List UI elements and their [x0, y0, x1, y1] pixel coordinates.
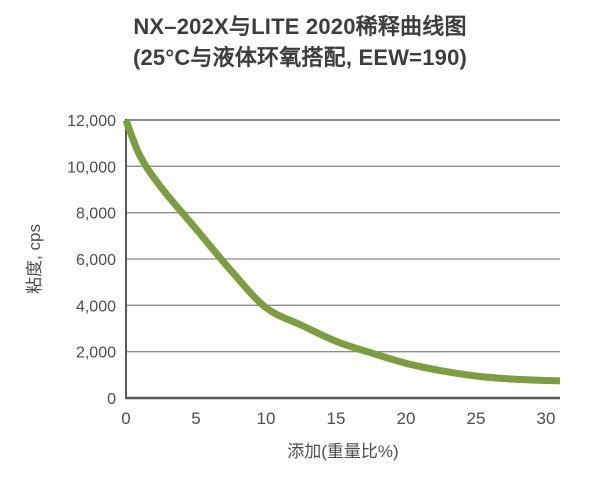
- y-axis-title: 粘度, cps: [25, 224, 44, 294]
- x-tick-label-10: 10: [257, 409, 276, 428]
- y-tick-label-4000: 4,000: [76, 298, 116, 315]
- x-tick-label-5: 5: [191, 409, 200, 428]
- x-tick-label-0: 0: [121, 409, 130, 428]
- x-tick-label-15: 15: [327, 409, 346, 428]
- chart-title-line1: NX–202X与LITE 2020稀释曲线图: [133, 14, 467, 39]
- y-tick-label-12000: 12,000: [67, 113, 116, 130]
- y-tick-label-2000: 2,000: [76, 345, 116, 362]
- x-tick-label-25: 25: [467, 409, 486, 428]
- y-tick-label-10000: 10,000: [67, 159, 116, 176]
- chart-title-line2: (25°C与液体环氧搭配, EEW=190): [132, 44, 468, 70]
- y-tick-label-8000: 8,000: [76, 206, 116, 223]
- viscosity-dilution-curve: [122, 118, 561, 385]
- y-tick-label-6000: 6,000: [76, 252, 116, 269]
- x-axis-title: 添加(重量比%): [287, 442, 398, 461]
- chart-title: NX–202X与LITE 2020稀释曲线图 (25°C与液体环氧搭配, EEW…: [0, 12, 600, 74]
- y-tick-label-0: 0: [107, 391, 116, 408]
- x-tick-label-30: 30: [537, 409, 556, 428]
- x-tick-label-20: 20: [397, 409, 416, 428]
